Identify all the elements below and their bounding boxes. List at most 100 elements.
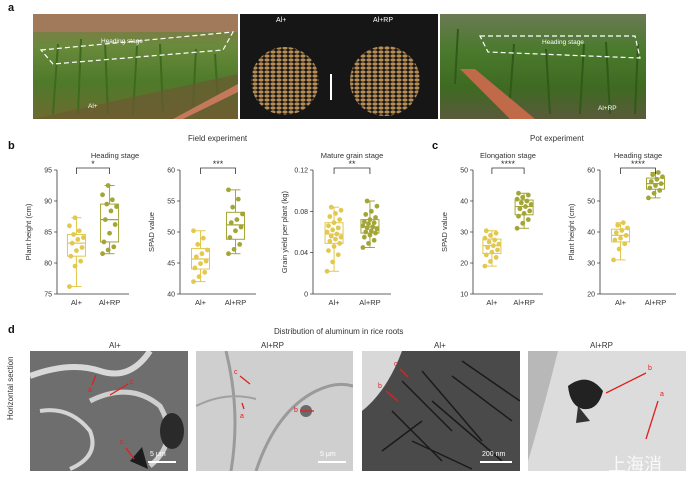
chart-3-point-0-10 [492,237,498,243]
chart-3-ytick-label-3: 40 [460,199,468,206]
chart-0-point-1-12 [105,183,111,188]
em3-arrows [385,368,409,402]
chart-4-ytick-label-3: 50 [587,199,595,206]
chart-1-point-1-0 [226,251,231,257]
field-alrp-treatment-label: Al+RP [598,105,617,112]
em2-arrows [239,375,314,412]
chart-1-sig-label: *** [213,159,224,169]
grain-al-label: Al+ [276,17,287,24]
field-photo-al-art [33,14,238,119]
chart-2-ylabel: Grain yield per plant (kg) [280,190,289,273]
chart-2-ytick-label-2: 0.08 [294,209,308,216]
em3-marker-b: b [378,383,382,390]
chart-4-point-0-9 [615,222,621,228]
chart-0-point-1-9 [104,201,110,207]
chart-0-point-1-5 [112,222,118,227]
chart-4-ytick-label-2: 40 [587,230,595,237]
em-image-alrp-1-art [196,351,353,471]
chart-0-point-0-7 [75,237,81,242]
chart-0-point-1-1 [105,247,111,253]
chart-2-point-1-10 [370,224,376,230]
chart-3: 10 20 30 40 50 SPAD value Elongation stage Al+ A… [440,151,543,307]
chart-2-point-1-18 [368,208,374,214]
chart-1-point-0-9 [195,242,201,247]
em4-marker-b: b [648,365,652,372]
chart-0-ytick-label-2: 85 [44,230,52,237]
em4-watermark: 上海消 [608,455,662,471]
chart-1-ytick-label-0: 40 [167,292,175,299]
chart-2-point-0-13 [335,225,341,231]
chart-0-point-0-4 [74,248,79,254]
chart-2-point-1-0 [360,245,366,250]
em2-marker-c: c [234,369,238,376]
chart-2-ytick-label-3: 0.12 [294,168,308,175]
chart-2: 0 0.04 0.08 0.12 Grain yield per plant (kg) M… [280,151,391,307]
chart-0-ytick-label-4: 95 [44,168,52,175]
chart-3-point-1-10 [524,198,530,204]
chart-0-point-0-5 [79,245,85,250]
chart-1-point-1-1 [231,246,237,252]
chart-2-ytick-label-1: 0.04 [294,250,308,257]
chart-3-point-1-5 [527,208,533,214]
chart-3-xtick-label-0: Al+ [486,298,498,307]
chart-2-point-0-10 [334,231,340,237]
chart-4-xtick-label-1: Al+RP [645,298,666,307]
chart-1-point-0-1 [196,274,202,280]
chart-4-point-1-1 [651,190,657,196]
chart-2-point-0-18 [333,211,338,216]
chart-2-point-1-1 [366,240,371,246]
chart-2-point-1-6 [363,229,369,235]
chart-2-point-0-14 [326,223,331,229]
chart-2-point-1-20 [364,198,370,204]
chart-2-point-0-7 [333,236,338,242]
chart-2-point-1-9 [364,225,370,231]
chart-3-ytick-label-2: 30 [460,230,468,237]
chart-4-point-0-7 [619,228,625,233]
em-image-al-2-art [362,351,520,471]
chart-1-point-1-7 [234,217,240,223]
chart-3-point-1-2 [525,217,531,223]
chart-4-point-0-2 [622,241,628,247]
chart-4-point-0-1 [616,246,622,252]
chart-3-point-1-3 [516,213,521,219]
em-image-al-1-art [30,351,188,471]
chart-2-point-0-4 [331,244,337,249]
chart-1-point-0-8 [205,247,210,253]
chart-3-point-1-13 [525,192,531,198]
chart-2-point-0-2 [335,252,341,258]
chart-0-title: Heading stage [91,151,139,160]
chart-3-point-0-7 [490,243,496,249]
chart-1-point-1-9 [230,204,236,210]
chart-3-point-0-12 [488,233,493,238]
chart-3-point-1-6 [517,206,523,212]
chart-1-point-1-8 [240,211,245,217]
chart-0-point-0-9 [71,232,77,237]
chart-2-point-1-7 [368,228,374,234]
field-photo-alrp-art [454,28,641,119]
chart-2-point-0-8 [338,234,344,240]
chart-2-ytick-label-0: 0 [304,292,308,299]
chart-1-point-1-10 [235,196,241,202]
chart-4-sig-bracket [620,167,656,174]
chart-1-xtick-label-1: Al+RP [225,298,246,307]
chart-2-point-0-16 [337,217,343,223]
chart-1-ytick-label-3: 55 [167,199,175,206]
em1-marker-c2: c [120,439,124,446]
chart-1-xtick-label-0: Al+ [195,298,207,307]
chart-1-ytick-label-1: 45 [167,261,175,268]
chart-4-point-1-8 [660,174,665,180]
chart-3-point-1-0 [514,225,520,231]
chart-0-point-1-10 [109,197,115,203]
chart-0-xtick-label-1: Al+RP [99,298,120,307]
chart-2-point-0-19 [338,207,344,213]
chart-2-point-1-16 [373,215,378,220]
chart-3-point-0-8 [496,241,502,247]
chart-0-xtick-label-0: Al+ [71,298,83,307]
em2-scale-label: 5 μm [320,451,336,458]
chart-0-sig-bracket [76,167,110,174]
chart-4-title: Heading stage [614,151,662,160]
chart-2-point-1-13 [371,220,377,226]
chart-3-point-0-14 [483,228,489,234]
chart-4-point-0-8 [625,225,630,231]
chart-0-point-0-6 [69,240,75,246]
